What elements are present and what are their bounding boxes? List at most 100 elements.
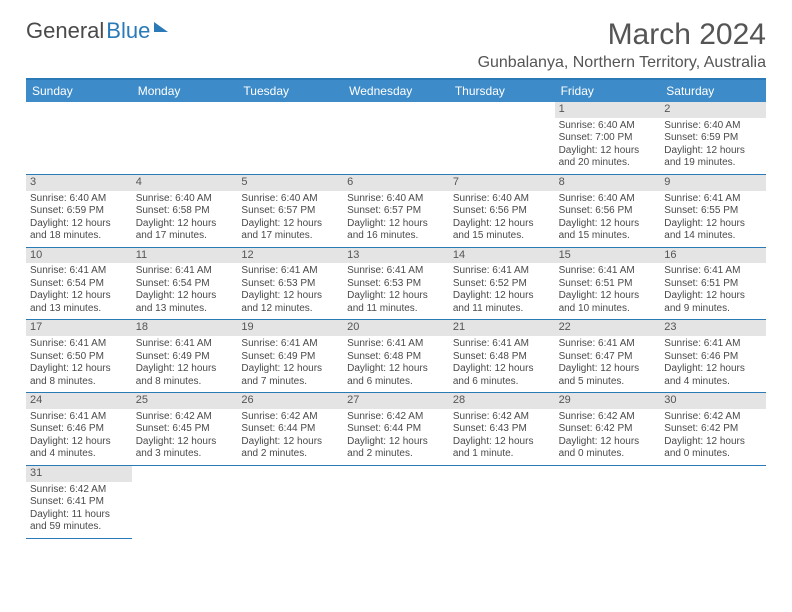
- day-number: 17: [26, 320, 132, 336]
- day-header: Saturday: [660, 80, 766, 102]
- sunset-line: Sunset: 6:48 PM: [347, 351, 445, 364]
- day-cell: 5Sunrise: 6:40 AMSunset: 6:57 PMDaylight…: [237, 175, 343, 248]
- day-number: 9: [660, 175, 766, 191]
- daylight-line: Daylight: 12 hours and 11 minutes.: [453, 290, 551, 315]
- day-number: 28: [449, 393, 555, 409]
- day-number: 27: [343, 393, 449, 409]
- daylight-line: Daylight: 12 hours and 19 minutes.: [664, 145, 762, 170]
- daylight-line: Daylight: 12 hours and 1 minute.: [453, 436, 551, 461]
- sunset-line: Sunset: 6:42 PM: [664, 423, 762, 436]
- daylight-line: Daylight: 11 hours and 59 minutes.: [30, 509, 128, 534]
- day-header: Sunday: [26, 80, 132, 102]
- day-cell: 12Sunrise: 6:41 AMSunset: 6:53 PMDayligh…: [237, 248, 343, 321]
- sunrise-line: Sunrise: 6:40 AM: [559, 120, 657, 133]
- sunrise-line: Sunrise: 6:42 AM: [241, 411, 339, 424]
- sunrise-line: Sunrise: 6:42 AM: [136, 411, 234, 424]
- sunset-line: Sunset: 6:57 PM: [347, 205, 445, 218]
- sunset-line: Sunset: 6:44 PM: [347, 423, 445, 436]
- sunset-line: Sunset: 6:56 PM: [559, 205, 657, 218]
- day-number: 21: [449, 320, 555, 336]
- day-cell: 15Sunrise: 6:41 AMSunset: 6:51 PMDayligh…: [555, 248, 661, 321]
- day-cell: 29Sunrise: 6:42 AMSunset: 6:42 PMDayligh…: [555, 393, 661, 466]
- sunset-line: Sunset: 6:56 PM: [453, 205, 551, 218]
- daylight-line: Daylight: 12 hours and 0 minutes.: [559, 436, 657, 461]
- sunset-line: Sunset: 6:57 PM: [241, 205, 339, 218]
- day-number: 7: [449, 175, 555, 191]
- day-cell: 27Sunrise: 6:42 AMSunset: 6:44 PMDayligh…: [343, 393, 449, 466]
- sunrise-line: Sunrise: 6:40 AM: [453, 193, 551, 206]
- day-number: 19: [237, 320, 343, 336]
- sunrise-line: Sunrise: 6:42 AM: [664, 411, 762, 424]
- day-number: 12: [237, 248, 343, 264]
- sunrise-line: Sunrise: 6:41 AM: [559, 265, 657, 278]
- sunset-line: Sunset: 6:49 PM: [136, 351, 234, 364]
- sunrise-line: Sunrise: 6:41 AM: [664, 193, 762, 206]
- day-header: Wednesday: [343, 80, 449, 102]
- daylight-line: Daylight: 12 hours and 12 minutes.: [241, 290, 339, 315]
- daylight-line: Daylight: 12 hours and 3 minutes.: [136, 436, 234, 461]
- sunrise-line: Sunrise: 6:40 AM: [559, 193, 657, 206]
- daylight-line: Daylight: 12 hours and 4 minutes.: [30, 436, 128, 461]
- daylight-line: Daylight: 12 hours and 13 minutes.: [30, 290, 128, 315]
- day-number: 11: [132, 248, 238, 264]
- sunset-line: Sunset: 6:53 PM: [347, 278, 445, 291]
- day-number: 6: [343, 175, 449, 191]
- daylight-line: Daylight: 12 hours and 20 minutes.: [559, 145, 657, 170]
- day-cell: 19Sunrise: 6:41 AMSunset: 6:49 PMDayligh…: [237, 320, 343, 393]
- sunset-line: Sunset: 6:54 PM: [136, 278, 234, 291]
- daylight-line: Daylight: 12 hours and 14 minutes.: [664, 218, 762, 243]
- sunset-line: Sunset: 6:41 PM: [30, 496, 128, 509]
- day-number: 15: [555, 248, 661, 264]
- sunrise-line: Sunrise: 6:41 AM: [453, 338, 551, 351]
- sunset-line: Sunset: 6:50 PM: [30, 351, 128, 364]
- day-cell: 9 Sunrise: 6:41 AMSunset: 6:55 PMDaylight…: [660, 175, 766, 248]
- day-cell: 31Sunrise: 6:42 AMSunset: 6:41 PMDayligh…: [26, 466, 132, 539]
- empty-cell: [132, 102, 238, 175]
- header: GeneralBlue March 2024 Gunbalanya, North…: [26, 18, 766, 72]
- day-number: 31: [26, 466, 132, 482]
- title-block: March 2024 Gunbalanya, Northern Territor…: [478, 18, 766, 72]
- daylight-line: Daylight: 12 hours and 17 minutes.: [241, 218, 339, 243]
- day-cell: 14Sunrise: 6:41 AMSunset: 6:52 PMDayligh…: [449, 248, 555, 321]
- day-header: Tuesday: [237, 80, 343, 102]
- month-title: March 2024: [478, 18, 766, 52]
- sunrise-line: Sunrise: 6:41 AM: [30, 338, 128, 351]
- sunset-line: Sunset: 6:55 PM: [664, 205, 762, 218]
- daylight-line: Daylight: 12 hours and 5 minutes.: [559, 363, 657, 388]
- sunrise-line: Sunrise: 6:40 AM: [664, 120, 762, 133]
- daylight-line: Daylight: 12 hours and 7 minutes.: [241, 363, 339, 388]
- daylight-line: Daylight: 12 hours and 18 minutes.: [30, 218, 128, 243]
- day-cell: 17 Sunrise: 6:41 AMSunset: 6:50 PMDayligh…: [26, 320, 132, 393]
- day-cell: 30Sunrise: 6:42 AMSunset: 6:42 PMDayligh…: [660, 393, 766, 466]
- daylight-line: Daylight: 12 hours and 11 minutes.: [347, 290, 445, 315]
- sunrise-line: Sunrise: 6:41 AM: [347, 265, 445, 278]
- day-cell: 28Sunrise: 6:42 AMSunset: 6:43 PMDayligh…: [449, 393, 555, 466]
- day-cell: 24Sunrise: 6:41 AMSunset: 6:46 PMDayligh…: [26, 393, 132, 466]
- sunset-line: Sunset: 6:51 PM: [664, 278, 762, 291]
- sunset-line: Sunset: 6:45 PM: [136, 423, 234, 436]
- sunrise-line: Sunrise: 6:41 AM: [664, 265, 762, 278]
- day-cell: 11Sunrise: 6:41 AMSunset: 6:54 PMDayligh…: [132, 248, 238, 321]
- day-cell: 6Sunrise: 6:40 AMSunset: 6:57 PMDaylight…: [343, 175, 449, 248]
- day-header: Thursday: [449, 80, 555, 102]
- sunrise-line: Sunrise: 6:41 AM: [241, 338, 339, 351]
- day-cell: 8Sunrise: 6:40 AMSunset: 6:56 PMDaylight…: [555, 175, 661, 248]
- day-number: 5: [237, 175, 343, 191]
- logo: GeneralBlue: [26, 18, 168, 44]
- sunrise-line: Sunrise: 6:41 AM: [347, 338, 445, 351]
- day-cell: 16Sunrise: 6:41 AMSunset: 6:51 PMDayligh…: [660, 248, 766, 321]
- day-number: 8: [555, 175, 661, 191]
- sunrise-line: Sunrise: 6:42 AM: [559, 411, 657, 424]
- sunrise-line: Sunrise: 6:40 AM: [30, 193, 128, 206]
- daylight-line: Daylight: 12 hours and 8 minutes.: [30, 363, 128, 388]
- daylight-line: Daylight: 12 hours and 16 minutes.: [347, 218, 445, 243]
- sunset-line: Sunset: 6:48 PM: [453, 351, 551, 364]
- sunset-line: Sunset: 6:58 PM: [136, 205, 234, 218]
- sunset-line: Sunset: 6:44 PM: [241, 423, 339, 436]
- day-cell: 13Sunrise: 6:41 AMSunset: 6:53 PMDayligh…: [343, 248, 449, 321]
- empty-cell: [343, 102, 449, 175]
- daylight-line: Daylight: 12 hours and 10 minutes.: [559, 290, 657, 315]
- daylight-line: Daylight: 12 hours and 17 minutes.: [136, 218, 234, 243]
- sunset-line: Sunset: 6:53 PM: [241, 278, 339, 291]
- sunrise-line: Sunrise: 6:41 AM: [136, 338, 234, 351]
